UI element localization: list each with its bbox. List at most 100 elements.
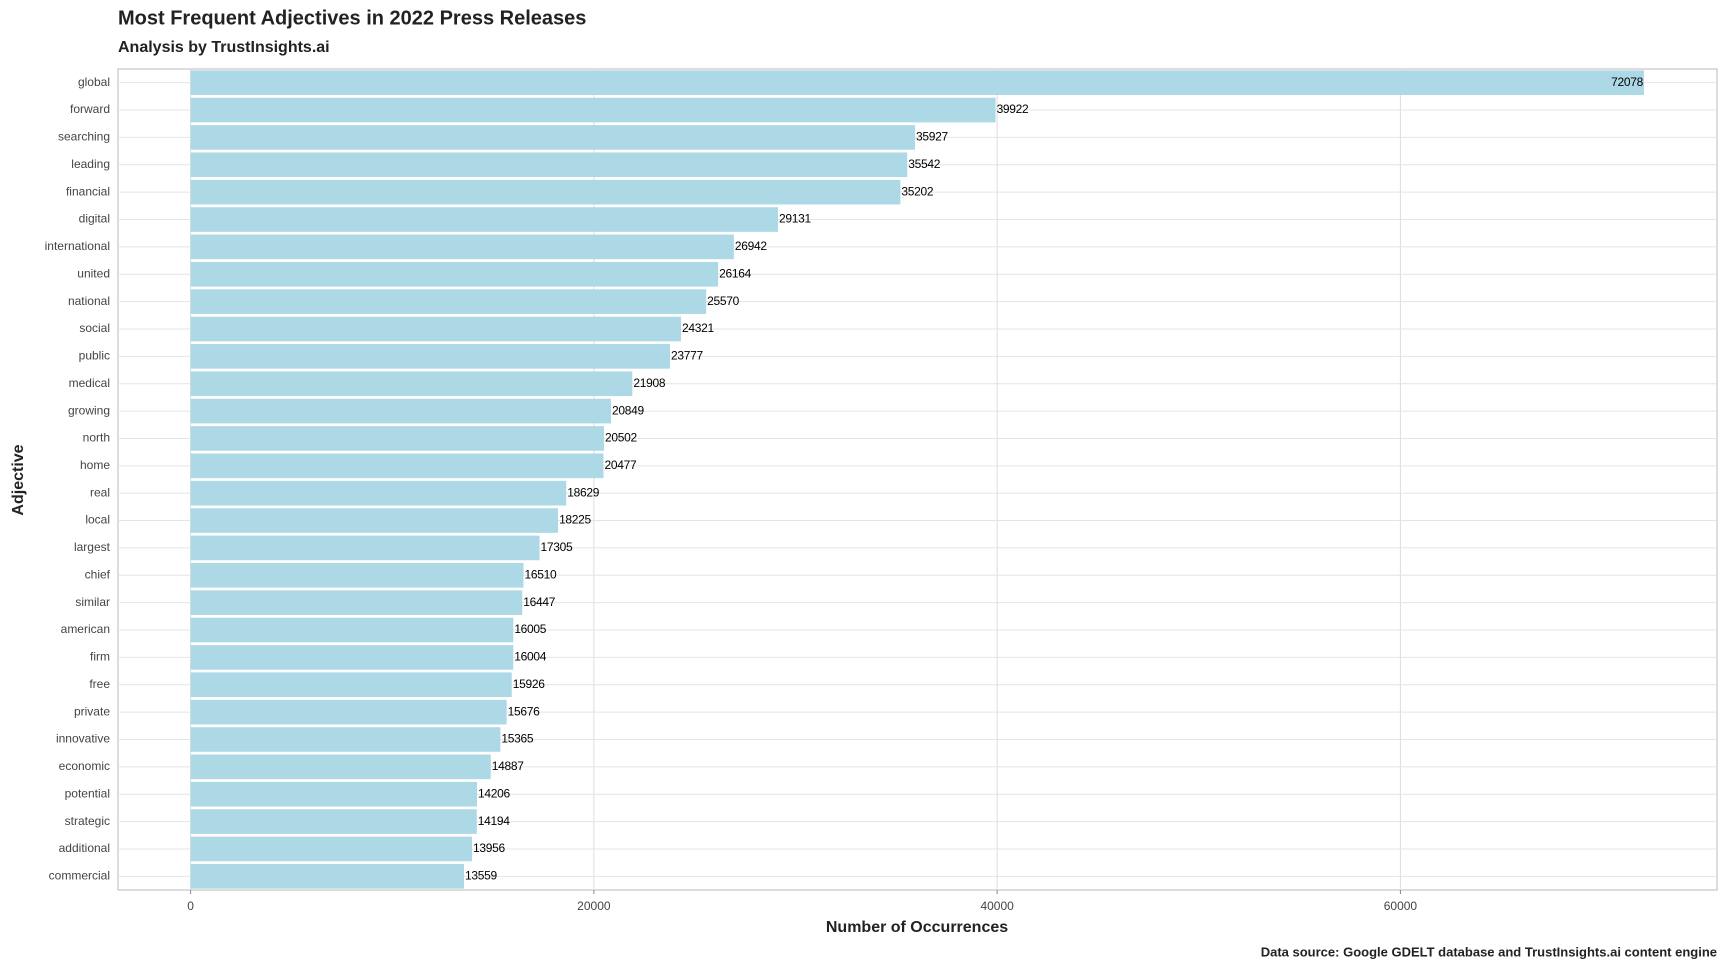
value-label: 18629 <box>567 485 599 499</box>
value-label: 16004 <box>514 650 546 664</box>
value-label: 13559 <box>465 868 497 882</box>
bar <box>190 152 908 178</box>
y-tick-label: national <box>68 294 110 308</box>
bar <box>190 97 996 123</box>
bar <box>190 234 734 260</box>
y-tick-label: american <box>61 622 110 636</box>
plot-border <box>117 68 1718 891</box>
bar <box>190 672 512 698</box>
bar <box>190 754 491 780</box>
bar <box>190 480 567 506</box>
value-label: 16510 <box>524 567 556 581</box>
value-label: 16447 <box>523 595 555 609</box>
bar <box>190 590 523 615</box>
y-tick-label: economic <box>59 759 110 773</box>
bar <box>190 398 611 424</box>
bar <box>190 426 604 451</box>
value-label: 35542 <box>908 157 940 171</box>
y-tick-label: private <box>74 704 110 718</box>
y-tick-label: innovative <box>56 732 110 746</box>
bar <box>190 207 778 232</box>
value-label: 20502 <box>605 431 637 445</box>
caption: Data source: Google GDELT database and T… <box>1261 944 1717 959</box>
value-label: 18225 <box>559 513 591 527</box>
x-tick-label: 20000 <box>577 899 611 913</box>
y-tick-label: potential <box>65 786 110 800</box>
value-label: 26942 <box>735 239 767 253</box>
y-tick-label: united <box>77 266 110 280</box>
value-label: 29131 <box>779 212 811 226</box>
bar <box>190 508 559 533</box>
bar <box>190 371 633 397</box>
bar <box>190 727 501 752</box>
y-axis-label: Adjective <box>10 444 27 515</box>
value-label: 14887 <box>492 759 524 773</box>
y-tick-label: similar <box>75 595 110 609</box>
bar <box>190 261 719 287</box>
chart-title: Most Frequent Adjectives in 2022 Press R… <box>118 7 586 29</box>
bar <box>190 645 514 670</box>
y-tick-label: financial <box>66 184 110 198</box>
y-tick-label: chief <box>85 567 111 581</box>
value-label: 15365 <box>501 732 533 746</box>
bar <box>190 179 901 205</box>
y-tick-label: medical <box>69 376 110 390</box>
bar <box>190 781 478 807</box>
y-tick-label: leading <box>71 157 110 171</box>
value-label: 20849 <box>612 403 644 417</box>
bar <box>190 699 507 725</box>
value-label: 20477 <box>604 458 636 472</box>
y-tick-label: free <box>89 677 110 691</box>
y-tick-label: firm <box>90 650 110 664</box>
y-tick-label: global <box>78 75 110 89</box>
value-label: 17305 <box>541 540 573 554</box>
y-tick-label: home <box>80 458 110 472</box>
y-tick-label: international <box>45 239 110 253</box>
y-tick-label: additional <box>59 841 110 855</box>
y-tick-label: commercial <box>49 868 110 882</box>
bar <box>190 809 477 834</box>
bar <box>190 864 464 889</box>
bar <box>190 125 916 150</box>
chart-subtitle: Analysis by TrustInsights.ai <box>118 39 330 56</box>
y-tick-label: social <box>79 321 110 335</box>
value-label: 26164 <box>719 266 751 280</box>
y-tick-label: strategic <box>65 814 110 828</box>
y-tick-label: forward <box>70 102 110 116</box>
x-tick-label: 0 <box>187 899 194 913</box>
value-label: 35202 <box>901 184 933 198</box>
y-tick-label: searching <box>58 130 110 144</box>
value-label: 15676 <box>508 704 540 718</box>
bar <box>190 836 472 862</box>
x-tick-label: 60000 <box>1384 899 1418 913</box>
y-tick-label: public <box>79 349 110 363</box>
y-tick-label: largest <box>74 540 111 554</box>
y-tick-label: growing <box>68 403 110 417</box>
value-label: 24321 <box>682 321 714 335</box>
bar <box>190 316 681 342</box>
value-label: 13956 <box>473 841 505 855</box>
bar <box>190 344 671 369</box>
value-label: 39922 <box>997 102 1029 116</box>
y-tick-label: local <box>85 513 110 527</box>
bar <box>190 617 514 643</box>
bar <box>190 562 524 588</box>
value-label: 21908 <box>633 376 665 390</box>
y-tick-label: real <box>90 485 110 499</box>
value-label: 16005 <box>514 622 546 636</box>
bar <box>190 453 604 479</box>
bar <box>190 535 540 561</box>
y-tick-label: digital <box>79 212 110 226</box>
bar <box>190 289 707 314</box>
bar <box>190 70 1644 95</box>
x-tick-label: 40000 <box>980 899 1014 913</box>
y-tick-label: north <box>83 431 110 445</box>
value-label: 15926 <box>513 677 545 691</box>
value-label: 14206 <box>478 786 510 800</box>
value-label: 23777 <box>671 349 703 363</box>
value-label: 14194 <box>478 814 510 828</box>
value-label: 25570 <box>707 294 739 308</box>
value-label: 72078 <box>1611 75 1643 89</box>
x-axis-label: Number of Occurrences <box>826 919 1008 936</box>
